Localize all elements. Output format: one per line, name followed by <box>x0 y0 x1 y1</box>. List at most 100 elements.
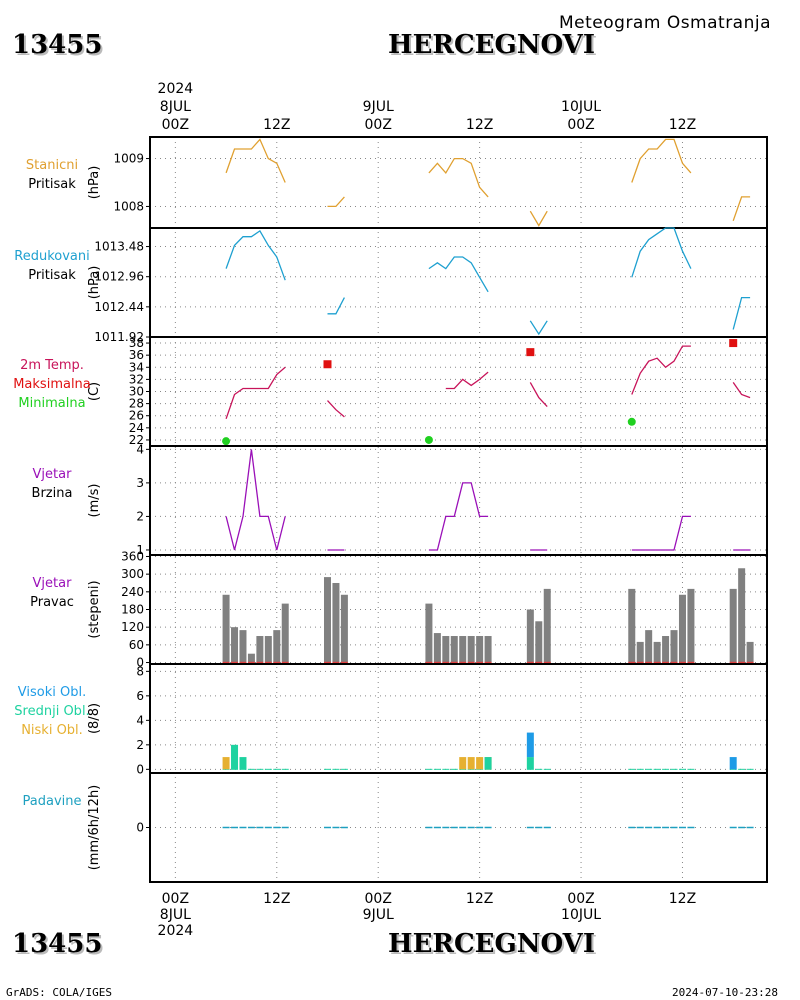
station_pressure-tick-label: 1008 <box>113 199 144 213</box>
station-id-bottom: 13455 <box>12 929 103 959</box>
station_pressure-series-line <box>631 138 692 183</box>
station_pressure-series-line <box>428 157 489 198</box>
high-cloud-bar <box>526 732 534 758</box>
wind-direction-bar <box>281 603 289 663</box>
wind-direction-bar <box>231 627 239 663</box>
grads-credit: GrADS: COLA/IGES <box>6 986 112 999</box>
temperature-series-line <box>225 366 286 420</box>
wind-direction-bar <box>273 630 281 663</box>
wind-direction-bar <box>653 641 661 663</box>
clouds-frame <box>149 663 768 774</box>
precipitation-title: Padavine <box>23 794 82 809</box>
mid-cloud-bar <box>484 757 492 770</box>
time-label-bottom: 00Z <box>567 891 594 907</box>
tmax-marker <box>323 360 332 369</box>
wind-direction-bar <box>247 653 255 663</box>
temperature-series-line <box>445 371 489 390</box>
wind_speed-series-line <box>631 515 691 551</box>
temperature-tick-label: 24 <box>129 421 144 435</box>
wind-direction-bar <box>239 630 247 663</box>
time-label-top: 00Z <box>567 117 594 133</box>
wind-direction-bar <box>222 594 230 663</box>
time-label-bottom: 2024 <box>158 923 194 939</box>
station-name-bottom: HERCEGNOVI <box>388 929 595 959</box>
wind_speed-title: Vjetar <box>33 467 73 482</box>
wind-direction-bar <box>687 588 695 663</box>
wind_direction-title: Pravac <box>30 595 74 610</box>
temperature-series-line <box>327 400 345 418</box>
wind_speed-tick-label: 1 <box>136 543 144 557</box>
time-label-bottom: 12Z <box>669 891 696 907</box>
wind_speed-title: Brzina <box>32 486 73 501</box>
station-name-top: HERCEGNOVI <box>388 30 595 60</box>
wind-direction-bar <box>670 630 678 663</box>
wind-direction-bar <box>332 582 340 663</box>
time-label-bottom: 00Z <box>162 891 189 907</box>
wind_direction-tick-label: 360 <box>121 549 144 563</box>
mid-cloud-bar <box>239 757 247 770</box>
reduced_pressure-series-line <box>327 297 345 315</box>
precipitation-tick-label: 0 <box>136 821 144 835</box>
time-label-top: 12Z <box>669 117 696 133</box>
wind_speed-axis-label: (m/s) <box>87 484 102 518</box>
station_pressure-title: Stanicni <box>26 158 78 173</box>
low-cloud-bar <box>467 757 475 770</box>
wind_direction-tick-label: 0 <box>136 656 144 670</box>
wind-direction-bar <box>729 588 737 663</box>
time-label-top: 00Z <box>365 117 392 133</box>
precipitation-axis-label: (mm/6h/12h) <box>87 785 102 871</box>
time-label-top: 12Z <box>263 117 290 133</box>
reduced_pressure-series-line <box>732 296 751 330</box>
mid-cloud-bar <box>526 757 534 770</box>
temperature-tick-label: 36 <box>129 348 144 362</box>
temperature-tick-label: 32 <box>129 372 144 386</box>
wind-direction-bar <box>264 636 272 663</box>
time-label-top: 9JUL <box>363 99 394 115</box>
wind_direction-tick-label: 120 <box>121 620 144 634</box>
reduced_pressure-series-line <box>529 320 548 336</box>
wind-direction-bar <box>678 594 686 663</box>
wind_direction-tick-label: 60 <box>129 638 144 652</box>
meteogram-title: Meteogram Osmatranja <box>559 13 772 33</box>
wind-direction-bar <box>323 577 331 663</box>
wind_speed-tick-label: 3 <box>136 476 144 490</box>
low-cloud-bar <box>476 757 484 770</box>
wind-direction-bar <box>738 568 746 663</box>
wind-direction-bar <box>535 621 543 663</box>
temperature-frame <box>149 336 768 447</box>
clouds-title: Srednji Obl. <box>14 704 89 719</box>
time-label-top: 8JUL <box>160 99 191 115</box>
reduced_pressure-series-line <box>428 256 489 293</box>
wind-direction-bar <box>340 594 348 663</box>
reduced_pressure-tick-label: 1011.92 <box>94 330 144 344</box>
temperature-title: Minimalna <box>18 396 85 411</box>
station_pressure-series-line <box>732 196 751 222</box>
station_pressure-series-line <box>225 138 286 183</box>
wind-direction-bar <box>433 633 441 663</box>
time-label-bottom: 00Z <box>365 891 392 907</box>
time-label-top: 2024 <box>158 81 194 97</box>
wind-direction-bar <box>526 609 534 663</box>
reduced_pressure-tick-label: 1013.48 <box>94 240 144 254</box>
wind-direction-bar <box>484 636 492 663</box>
temperature-tick-label: 30 <box>129 385 144 399</box>
clouds-title: Niski Obl. <box>21 723 83 738</box>
tmax-marker <box>526 348 535 357</box>
time-label-top: 10JUL <box>561 99 601 115</box>
wind_direction-tick-label: 240 <box>121 585 144 599</box>
wind_speed-series-line <box>428 482 489 551</box>
wind-direction-bar <box>442 636 450 663</box>
clouds-title: Visoki Obl. <box>18 685 86 700</box>
reduced_pressure-tick-label: 1012.96 <box>94 270 144 284</box>
temperature-title: 2m Temp. <box>20 358 84 373</box>
mid-cloud-bar <box>231 744 239 770</box>
temperature-series-line <box>529 382 548 408</box>
wind-direction-bar <box>256 636 264 663</box>
temperature-series-line <box>732 382 751 399</box>
time-label-top: 12Z <box>466 117 493 133</box>
station_pressure-frame <box>149 136 768 229</box>
wind_direction-tick-label: 300 <box>121 567 144 581</box>
temperature-tick-label: 22 <box>129 433 144 447</box>
time-label-top: 00Z <box>162 117 189 133</box>
clouds-axis-label: (8/8) <box>87 703 102 734</box>
